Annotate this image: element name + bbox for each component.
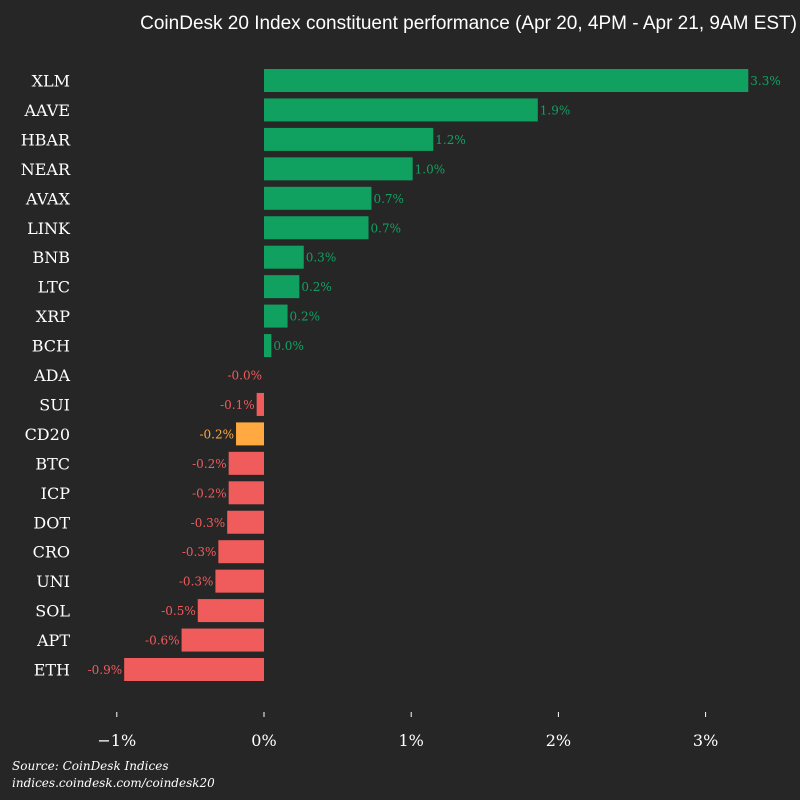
value-label-ada: -0.0%	[227, 369, 262, 383]
value-label-icp: -0.2%	[192, 486, 227, 500]
x-tick-label: −1%	[97, 731, 136, 750]
category-label-btc: BTC	[35, 454, 70, 473]
category-label-apt: APT	[36, 631, 70, 650]
value-label-link: 0.7%	[371, 221, 402, 235]
category-label-avax: AVAX	[25, 189, 71, 208]
category-label-link: LINK	[27, 219, 71, 238]
category-label-xlm: XLM	[32, 72, 70, 91]
category-labels: XLM AAVE HBAR NEAR AVAX LINK BNB LTC XRP BCH ADA SU…	[21, 72, 71, 680]
value-label-sui: -0.1%	[220, 398, 255, 412]
x-tick-label: 2%	[546, 731, 571, 750]
value-label-btc: -0.2%	[192, 457, 227, 471]
bar-cro	[218, 540, 264, 564]
value-label-hbar: 1.2%	[435, 133, 466, 147]
category-label-cd20: CD20	[25, 425, 70, 444]
category-label-hbar: HBAR	[21, 130, 71, 149]
bar-ltc	[264, 275, 300, 299]
category-label-uni: UNI	[36, 572, 70, 591]
category-label-ada: ADA	[33, 366, 70, 385]
category-label-sol: SOL	[35, 602, 70, 621]
category-label-icp: ICP	[41, 484, 71, 503]
bar-btc	[228, 451, 264, 475]
value-label-avax: 0.7%	[373, 192, 404, 206]
value-label-cro: -0.3%	[182, 545, 217, 559]
x-axis: −1% 0% 1% 2% 3%	[97, 712, 718, 750]
bar-icp	[228, 481, 264, 505]
category-label-dot: DOT	[33, 513, 70, 532]
bar-eth	[124, 658, 264, 681]
category-label-sui: SUI	[39, 395, 70, 414]
value-label-bch: 0.0%	[273, 339, 304, 353]
category-label-aave: AAVE	[23, 101, 70, 120]
x-tick-label: 1%	[399, 731, 424, 750]
bar-hbar	[264, 127, 434, 151]
value-label-eth: -0.9%	[88, 663, 123, 677]
bar-cd20	[236, 422, 264, 446]
category-label-eth: ETH	[34, 661, 70, 680]
category-label-near: NEAR	[21, 160, 71, 179]
bar-sol	[197, 599, 264, 623]
value-label-ltc: 0.2%	[301, 280, 332, 294]
value-label-near: 1.0%	[415, 162, 446, 176]
bar-aave	[264, 98, 538, 122]
bar-bch	[264, 334, 272, 358]
bar-dot	[227, 510, 264, 534]
value-label-dot: -0.3%	[191, 516, 226, 530]
bar-sui	[256, 392, 264, 416]
bars-group	[124, 69, 749, 681]
x-tick-label: 3%	[693, 731, 718, 750]
category-label-ltc: LTC	[38, 278, 70, 297]
category-label-cro: CRO	[33, 543, 70, 562]
source-note: Source: CoinDesk Indices	[12, 759, 169, 773]
bar-avax	[264, 186, 372, 210]
x-tick-label: 0%	[251, 731, 276, 750]
category-label-xrp: XRP	[36, 307, 70, 326]
bar-uni	[215, 569, 264, 593]
value-label-xlm: 3.3%	[750, 74, 781, 88]
bar-xlm	[264, 69, 749, 92]
source-url: indices.coindesk.com/coindesk20	[12, 776, 215, 790]
bar-near	[264, 157, 413, 181]
bar-link	[264, 216, 369, 240]
value-labels: 3.3% 1.9% 1.2% 1.0% 0.7% 0.7% 0.3% 0.2% 0.2% 0.0%…	[88, 74, 781, 677]
value-label-sol: -0.5%	[161, 604, 196, 618]
category-label-bnb: BNB	[32, 248, 70, 267]
value-label-bnb: 0.3%	[306, 251, 337, 265]
bar-xrp	[264, 304, 288, 328]
bar-bnb	[264, 245, 304, 269]
bar-apt	[181, 628, 264, 652]
category-label-bch: BCH	[32, 337, 70, 356]
value-label-uni: -0.3%	[179, 575, 214, 589]
value-label-apt: -0.6%	[145, 634, 180, 648]
value-label-cd20: -0.2%	[199, 427, 234, 441]
value-label-xrp: 0.2%	[290, 310, 321, 324]
chart-title: CoinDesk 20 Index constituent performanc…	[140, 13, 797, 34]
value-label-aave: 1.9%	[540, 103, 571, 117]
